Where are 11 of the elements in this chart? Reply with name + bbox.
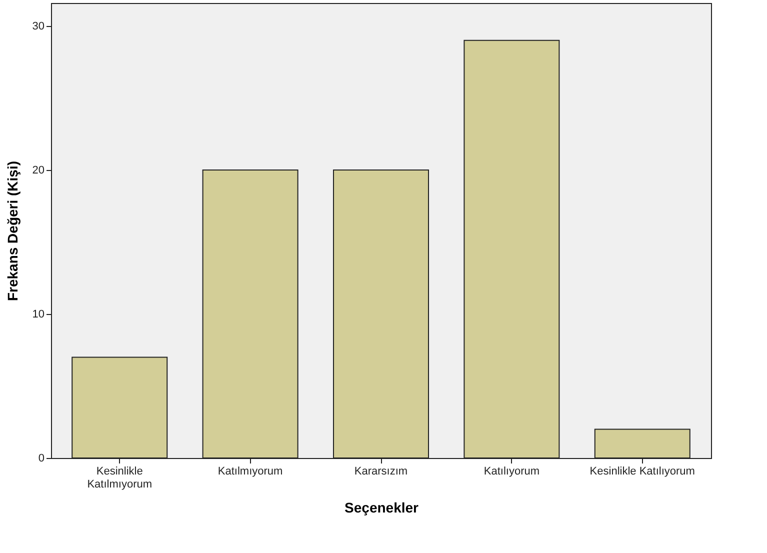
x-tick-label: Kararsızım — [354, 466, 408, 478]
x-tick-label: Kesinlikle Katılmıyorum — [87, 466, 152, 490]
x-tick-label: Katılıyorum — [484, 466, 540, 478]
y-tick-label: 10 — [32, 308, 44, 321]
y-tick-label: 20 — [32, 164, 44, 177]
y-tick-label: 30 — [32, 20, 44, 33]
y-axis-title: Frekans Değeri (Kişi) — [4, 160, 20, 302]
x-tick-label: Kesinlikle Katılıyorum — [590, 466, 695, 478]
y-tick-label: 0 — [38, 452, 44, 464]
x-axis-title: Seçenekler — [344, 500, 420, 516]
x-tick-label: Katılmıyorum — [218, 466, 283, 478]
